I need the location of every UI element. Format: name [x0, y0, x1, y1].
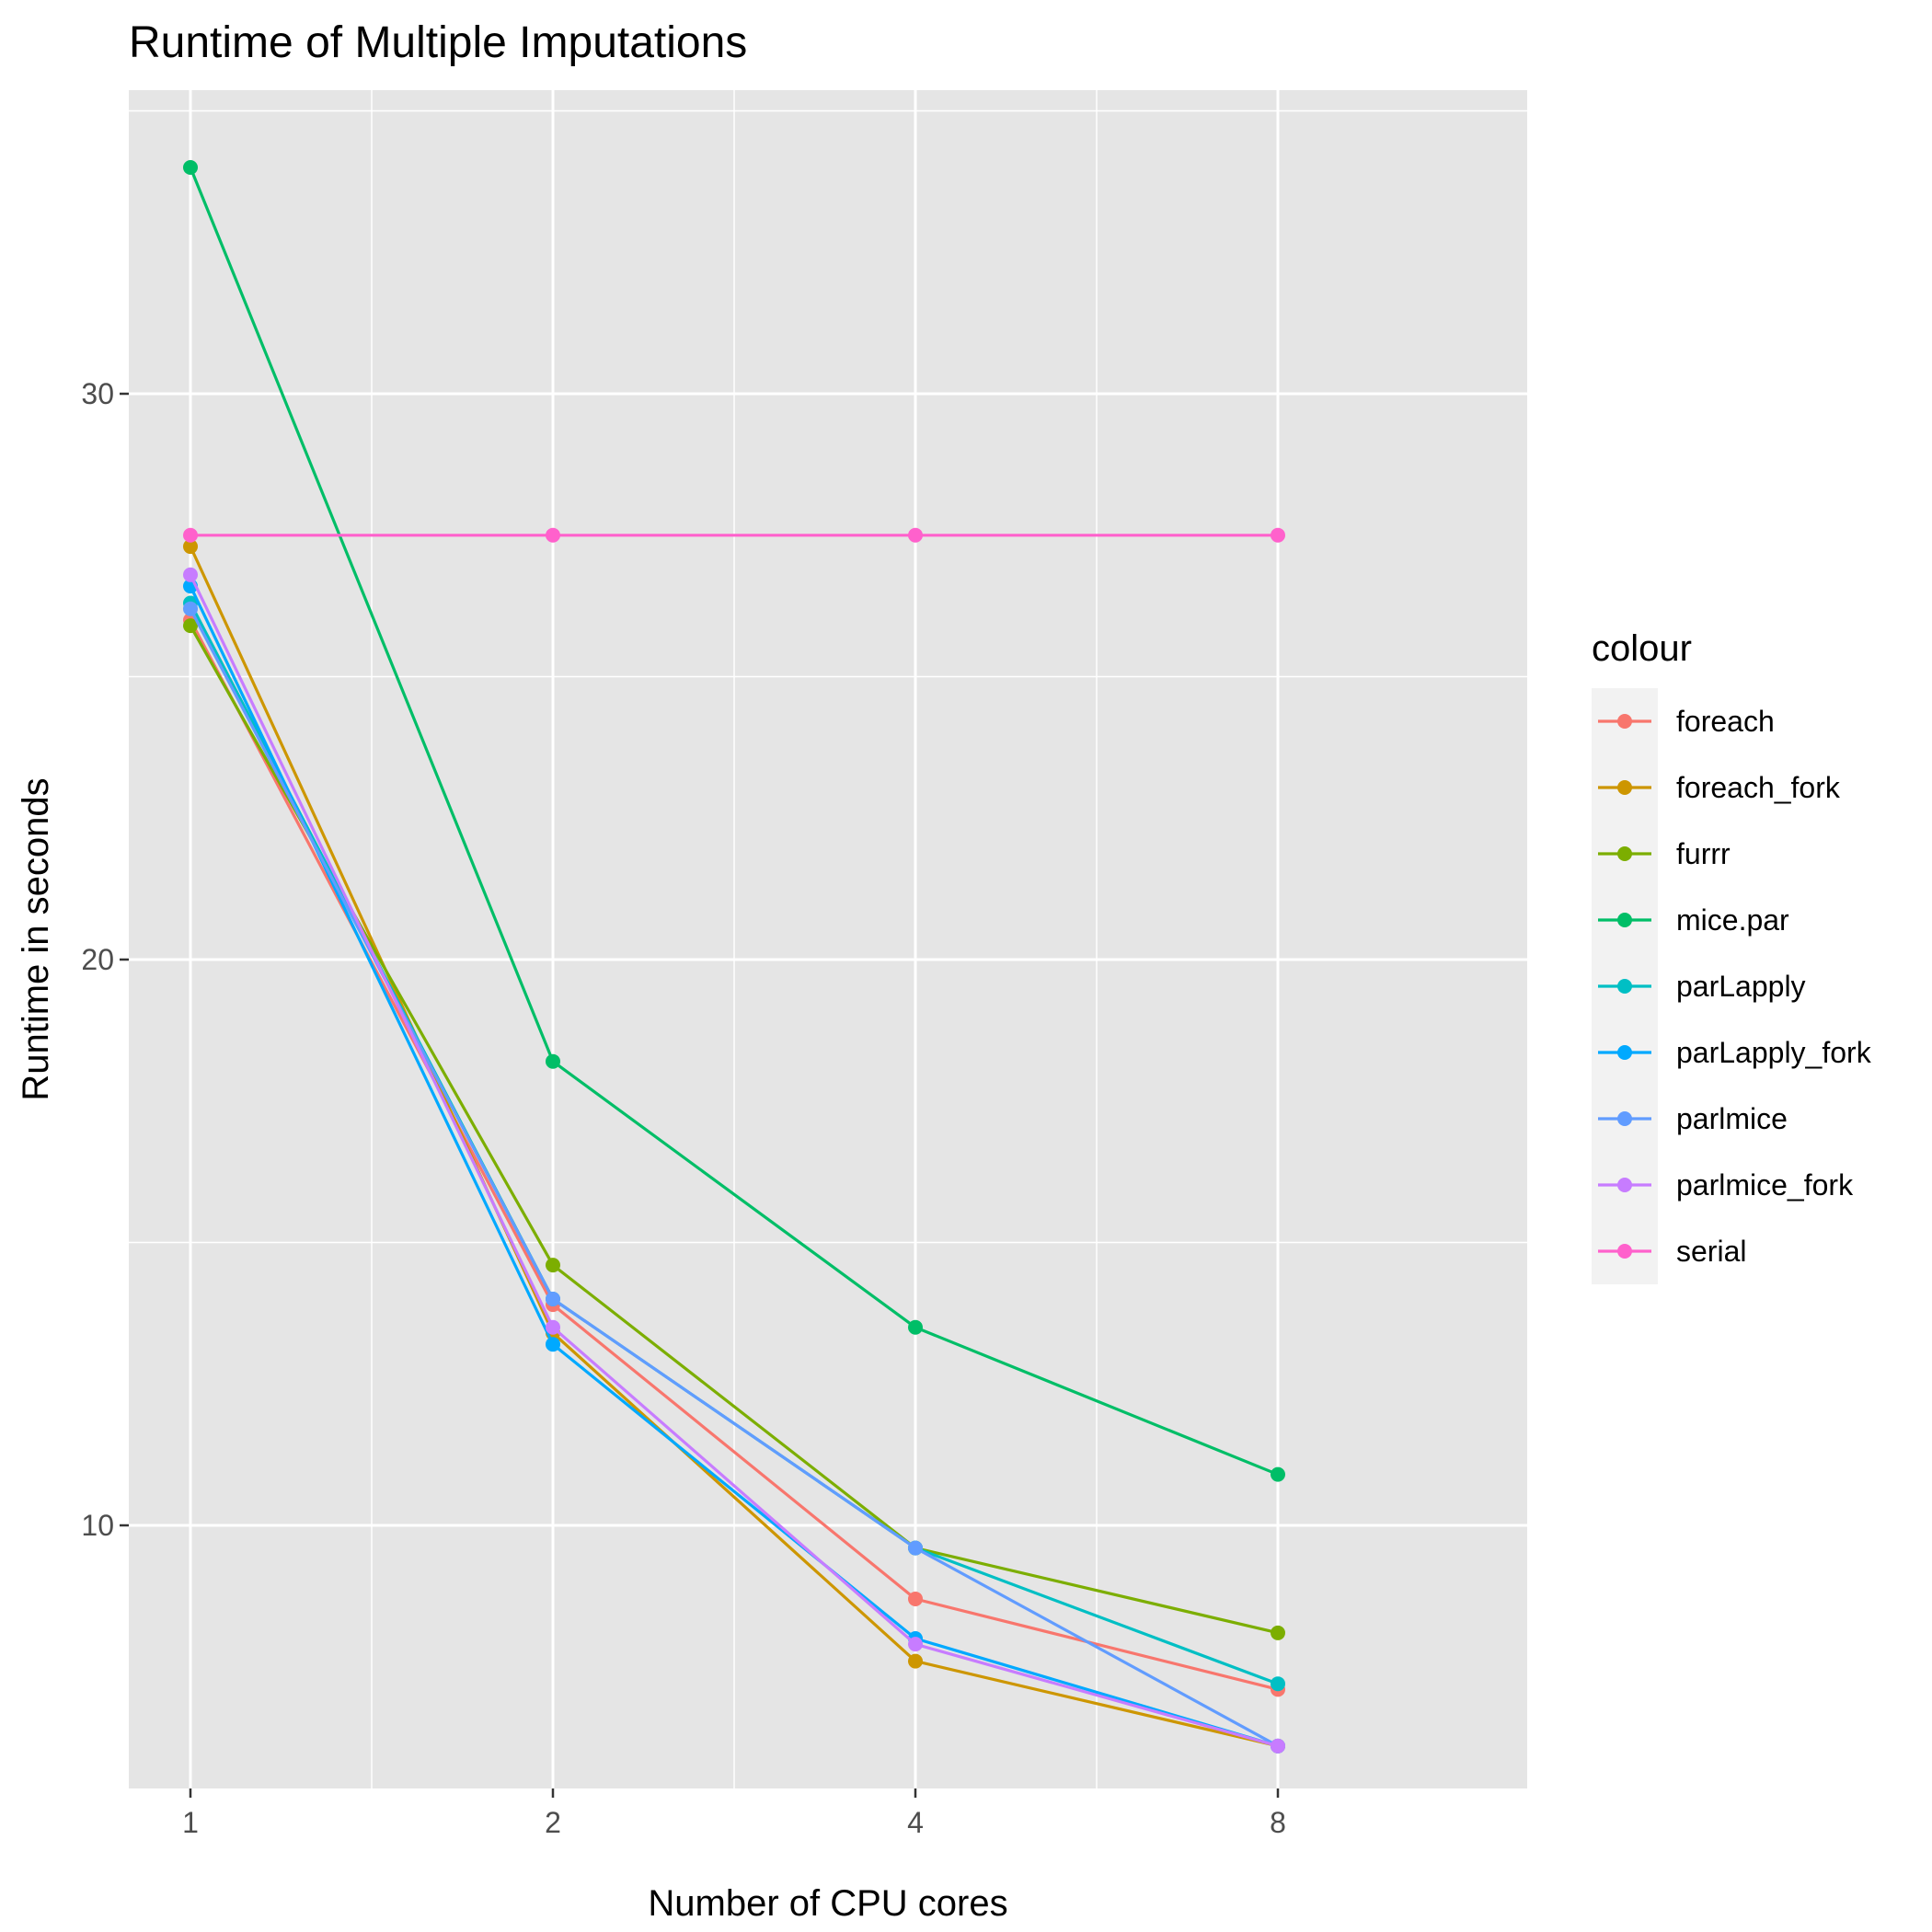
legend-item-parlmice-fork: parlmice_fork	[1598, 1168, 1854, 1202]
x-tick-label: 8	[1270, 1806, 1286, 1839]
legend-label: serial	[1676, 1235, 1746, 1268]
series-point-serial	[183, 527, 198, 543]
legend-item-parlapply-fork: parLapply_fork	[1598, 1036, 1872, 1069]
y-tick-label: 30	[81, 377, 114, 410]
legend-item-parlapply: parLapply	[1598, 970, 1806, 1003]
legend-key-point	[1617, 846, 1632, 861]
series-point-furrr	[183, 618, 198, 634]
legend-key-point	[1617, 714, 1632, 729]
legend-label: foreach	[1676, 705, 1775, 738]
series-point-parlmice-fork	[908, 1637, 923, 1652]
legend-label: furrr	[1676, 837, 1731, 870]
legend-label: foreach_fork	[1676, 771, 1841, 804]
legend-key-point	[1617, 1045, 1632, 1060]
series-point-mice-par	[546, 1053, 560, 1069]
legend-label: parlmice	[1676, 1102, 1788, 1135]
legend-key-point	[1617, 1111, 1632, 1126]
legend-item-foreach: foreach	[1598, 705, 1775, 738]
x-tick-label: 1	[182, 1806, 199, 1839]
y-tick-label: 20	[81, 943, 114, 976]
series-point-parlapply	[1271, 1676, 1285, 1692]
series-point-parlmice-fork	[183, 567, 198, 582]
series-line-mice-par	[189, 167, 1279, 1477]
series-parlmice-fork	[183, 567, 1285, 1754]
series-layer	[183, 160, 1285, 1754]
legend-item-parlmice: parlmice	[1598, 1102, 1788, 1135]
legend-key-point	[1617, 1244, 1632, 1259]
x-tick-label: 4	[907, 1806, 924, 1839]
series-point-foreach-fork	[183, 539, 198, 555]
series-point-parlmice	[183, 601, 198, 616]
series-point-parlmice-fork	[1271, 1738, 1285, 1754]
legend-key-point	[1617, 1178, 1632, 1192]
series-point-foreach	[908, 1591, 923, 1606]
legend-item-serial: serial	[1598, 1235, 1746, 1268]
series-point-mice-par	[908, 1319, 923, 1335]
y-tick-label: 10	[81, 1509, 114, 1542]
series-line-furrr	[189, 625, 1279, 1635]
series-point-parlmice-fork	[546, 1319, 560, 1335]
chart-title: Runtime of Multiple Imputations	[129, 18, 747, 67]
series-point-serial	[1271, 527, 1285, 543]
series-point-furrr	[546, 1258, 560, 1273]
x-axis-title: Number of CPU cores	[648, 1883, 1007, 1924]
series-line-foreach-fork	[189, 546, 1279, 1748]
series-point-furrr	[1271, 1625, 1285, 1640]
legend-title: colour	[1592, 628, 1692, 669]
series-point-foreach-fork	[908, 1653, 923, 1669]
legend-label: parLapply	[1676, 970, 1806, 1003]
series-point-parlapply-fork	[546, 1337, 560, 1352]
legend-item-furrr: furrr	[1598, 837, 1731, 870]
legend-label: parlmice_fork	[1676, 1168, 1854, 1202]
series-point-parlmice	[546, 1292, 560, 1306]
legend-item-mice-par: mice.par	[1598, 903, 1789, 937]
y-axis-title: Runtime in seconds	[16, 777, 56, 1100]
axis-layer: 10 20 30 1 2 4 8	[81, 377, 1285, 1839]
legend-key-point	[1617, 780, 1632, 795]
series-line-parlapply-fork	[189, 585, 1279, 1748]
series-point-mice-par	[1271, 1466, 1285, 1482]
plot-panel	[129, 90, 1527, 1788]
legend-label: mice.par	[1676, 903, 1789, 937]
series-point-mice-par	[183, 160, 198, 175]
legend-label: parLapply_fork	[1676, 1036, 1872, 1069]
series-mice-par	[183, 160, 1285, 1482]
legend-key-point	[1617, 979, 1632, 994]
series-point-serial	[908, 527, 923, 543]
series-point-parlmice	[908, 1540, 923, 1556]
x-tick-label: 2	[545, 1806, 561, 1839]
legend-item-foreach-fork: foreach_fork	[1598, 771, 1841, 804]
series-line-parlmice-fork	[189, 574, 1279, 1748]
legend-key-point	[1617, 913, 1632, 927]
series-point-serial	[546, 527, 560, 543]
grid-layer	[129, 90, 1527, 1788]
series-serial	[183, 527, 1285, 543]
